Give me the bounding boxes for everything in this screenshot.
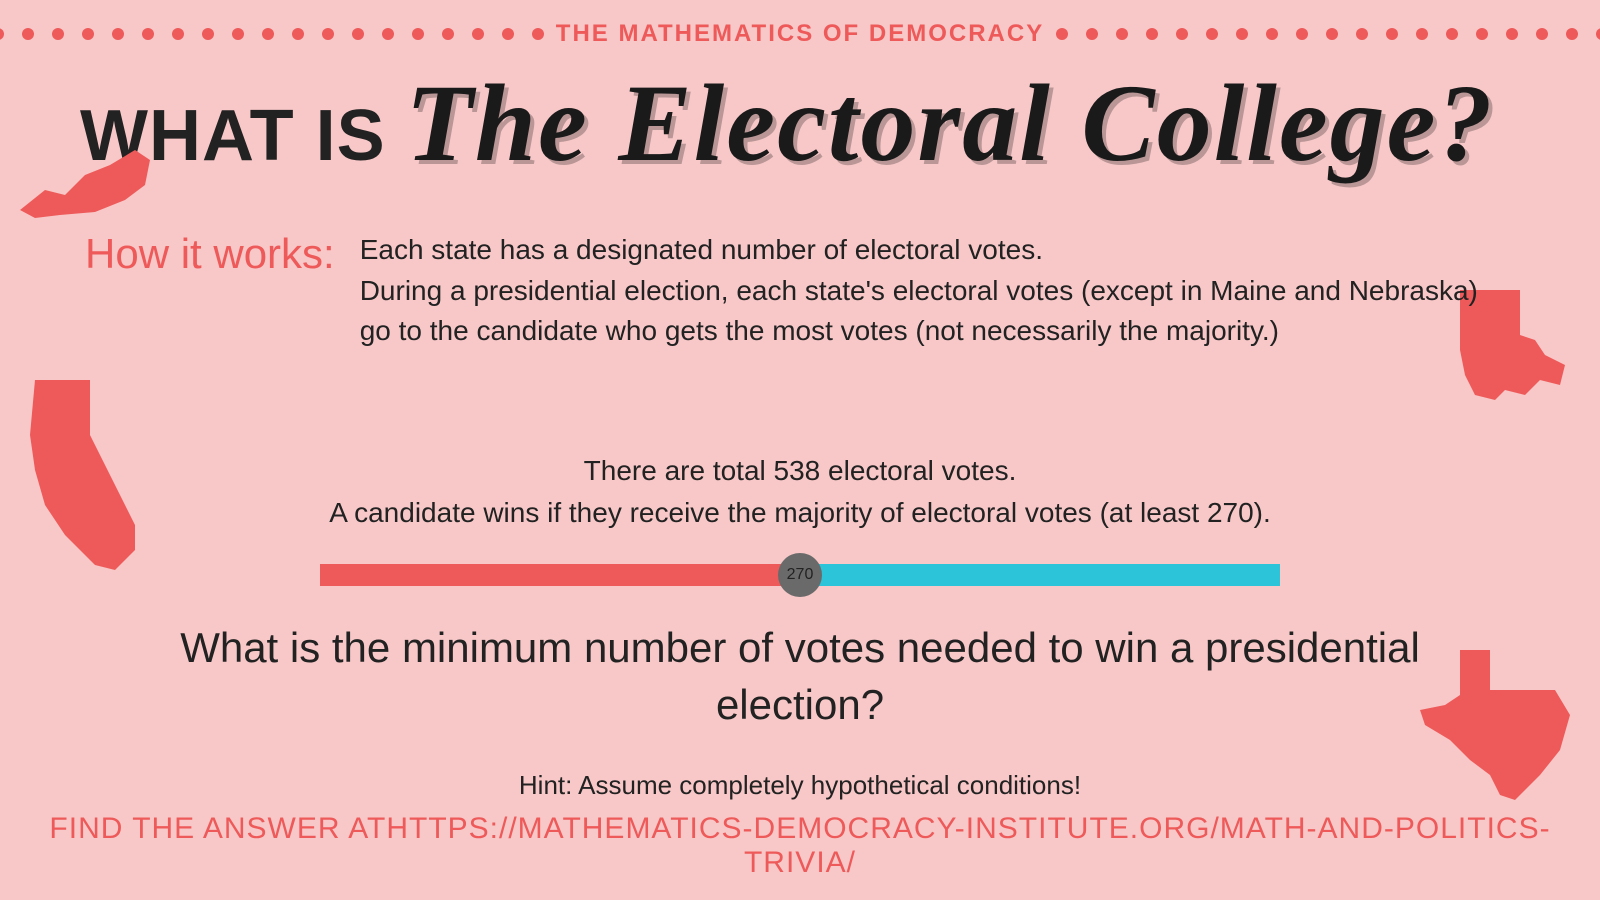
state-shape-virginia-icon	[15, 140, 155, 220]
center-facts: There are total 538 electoral votes. A c…	[0, 450, 1600, 534]
how-it-works-body: Each state has a designated number of el…	[360, 230, 1480, 352]
threshold-marker: 270	[778, 553, 822, 597]
footer-link-text: Find the answer athttps://mathematics-de…	[0, 812, 1600, 880]
title-row: What is The Electoral College?	[80, 60, 1560, 187]
threshold-marker-label: 270	[787, 566, 814, 584]
header-dotted-row: The Mathematics of Democracy	[0, 20, 1600, 48]
dots-right	[1056, 28, 1600, 40]
win-threshold-text: A candidate wins if they receive the maj…	[0, 492, 1600, 534]
bar-right-segment	[800, 564, 1280, 586]
total-electoral-votes: There are total 538 electoral votes.	[0, 450, 1600, 492]
dots-left	[0, 28, 544, 40]
electoral-progress-bar: 270	[320, 564, 1280, 586]
bar-left-segment	[320, 564, 800, 586]
header-label: The Mathematics of Democracy	[556, 20, 1044, 48]
how-it-works-label: How it works:	[85, 230, 335, 278]
title-main: The Electoral College?	[406, 60, 1495, 187]
trivia-question: What is the minimum number of votes need…	[170, 620, 1430, 733]
trivia-hint: Hint: Assume completely hypothetical con…	[0, 770, 1600, 801]
how-it-works-section: How it works: Each state has a designate…	[85, 230, 1480, 352]
